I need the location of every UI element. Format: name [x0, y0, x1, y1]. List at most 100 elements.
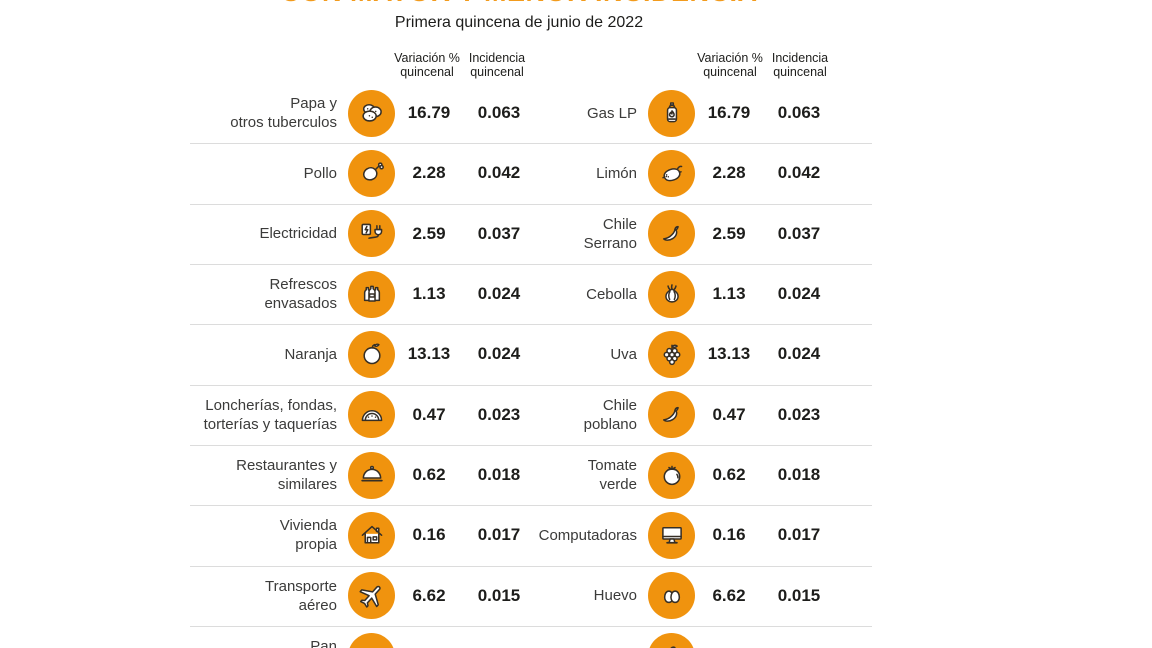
incidencia-header: Incidencia quincenal — [462, 51, 532, 79]
incidencia-value: 0.018 — [777, 465, 821, 485]
row-divider — [190, 505, 872, 507]
table-row: Vivienda propia 0.16 0.017 — [182, 505, 535, 565]
item-label: Uva — [610, 345, 637, 363]
incidencia-header-line2: quincenal — [470, 65, 524, 79]
row-divider — [190, 384, 872, 386]
variacion-header-line1: Variación % — [394, 51, 460, 65]
incidencia-value: 0.023 — [477, 404, 521, 424]
item-label — [482, 626, 637, 637]
electric-plug-icon — [348, 210, 395, 258]
incidencia-value: 0.063 — [477, 103, 521, 123]
incidencia-header: Incidencia quincenal — [765, 51, 835, 79]
variacion-header-line1: Variación % — [697, 51, 763, 65]
variacion-header-line2: quincenal — [400, 65, 454, 79]
table-row: Pollo 2.28 0.042 — [182, 143, 535, 203]
table-row: Chile poblano 0.47 0.023 — [482, 385, 835, 445]
variacion-value: 2.59 — [712, 223, 746, 243]
incidencia-value: 0.023 — [777, 404, 821, 424]
onion-icon — [648, 270, 695, 318]
taco-icon — [348, 391, 395, 439]
incidencia-value: 0.037 — [477, 223, 521, 243]
variacion-value: 1.13 — [412, 284, 446, 304]
table-row: Huevo 6.62 0.015 — [482, 566, 835, 626]
variacion-value: 13.13 — [707, 344, 751, 364]
item-label: Huevo — [593, 587, 637, 605]
table-row — [482, 626, 835, 648]
table-row: Tomate verde 0.62 0.018 — [482, 445, 835, 505]
item-label: Computadoras — [538, 526, 637, 544]
variacion-value: 16.79 — [707, 103, 751, 123]
grapes-icon — [648, 330, 695, 378]
table-row: Electricidad 2.59 0.037 — [182, 204, 535, 264]
incidencia-header-line2: quincenal — [773, 65, 827, 79]
row-divider — [190, 565, 872, 567]
item-label: Naranja — [284, 345, 337, 363]
item-label: Vivienda propia — [279, 517, 337, 554]
eggs-icon — [648, 572, 695, 620]
variacion-value: 2.28 — [412, 163, 446, 183]
orange-fruit-icon — [348, 330, 395, 378]
table-row: Cebolla 1.13 0.024 — [482, 264, 835, 324]
table-row: Gas LP 16.79 0.063 — [482, 83, 835, 143]
variacion-value: 0.16 — [712, 525, 746, 545]
incidencia-value: 0.024 — [477, 284, 521, 304]
row-divider — [190, 444, 872, 446]
variacion-header: Variación % quincenal — [392, 51, 462, 79]
variacion-value: 0.62 — [712, 465, 746, 485]
page-title: CON MAYOR Y MENOR INCIDENCIA — [280, 0, 757, 8]
item-label: Restaurantes y similares — [236, 457, 337, 494]
row-divider — [190, 625, 872, 627]
variacion-value: 0.62 — [412, 465, 446, 485]
item-label: Electricidad — [259, 225, 337, 243]
round-fruit-icon — [648, 632, 695, 648]
chili-pepper-icon — [648, 391, 695, 439]
item-label: Transporte aéreo — [265, 577, 337, 614]
variacion-value: 6.62 — [412, 585, 446, 605]
right-rows: Gas LP 16.79 0.063 Limón 2.28 0.042 Chil… — [482, 83, 835, 648]
incidencia-value: 0.015 — [477, 585, 521, 605]
item-label: Chile Serrano — [583, 215, 637, 252]
table-row: Chile Serrano 2.59 0.037 — [482, 204, 835, 264]
incidencia-value: 0.042 — [477, 163, 521, 183]
item-label: Pollo — [303, 164, 337, 182]
left-rows: Papa y otros tuberculos 16.79 0.063 Poll… — [182, 83, 535, 648]
item-label: Cebolla — [586, 285, 637, 303]
variacion-value: 2.59 — [412, 223, 446, 243]
table-row: Papa y otros tuberculos 16.79 0.063 — [182, 83, 535, 143]
house-icon — [348, 511, 395, 559]
item-label: Refrescos envasados — [264, 276, 337, 313]
incidencia-value: 0.042 — [777, 163, 821, 183]
item-label: Chile poblano — [583, 396, 637, 433]
incidencia-value: 0.024 — [777, 344, 821, 364]
gas-tank-icon — [648, 89, 695, 137]
variacion-header-line2: quincenal — [703, 65, 757, 79]
table-row: Limón 2.28 0.042 — [482, 143, 835, 203]
computer-icon — [648, 511, 695, 559]
incidencia-value: 0.018 — [477, 465, 521, 485]
variacion-value: 2.28 — [712, 163, 746, 183]
table-row: Naranja 13.13 0.024 — [182, 324, 535, 384]
item-label: Pan — [310, 637, 337, 648]
item-label: Tomate verde — [587, 457, 637, 494]
item-label: Limón — [596, 164, 637, 182]
item-label: Loncherías, fondas, torterías y taquería… — [203, 396, 337, 433]
chili-pepper-icon — [648, 210, 695, 258]
table-row: Uva 13.13 0.024 — [482, 324, 835, 384]
item-label: Gas LP — [586, 104, 637, 122]
table-row: Restaurantes y similares 0.62 0.018 — [182, 445, 535, 505]
incidencia-value: 0.063 — [777, 103, 821, 123]
variacion-header: Variación % quincenal — [695, 51, 765, 79]
incidencia-value: 0.017 — [477, 525, 521, 545]
incidencia-value: 0.015 — [777, 585, 821, 605]
column-headers-right: Variación % quincenal Incidencia quincen… — [695, 51, 835, 79]
variacion-value: 0.16 — [412, 525, 446, 545]
tomato-icon — [648, 451, 695, 499]
incidencia-value: 0.024 — [777, 284, 821, 304]
bread-icon — [348, 632, 395, 648]
incidencia-header-line1: Incidencia — [468, 51, 526, 65]
potato-icon — [348, 89, 395, 137]
item-label: Papa y otros tuberculos — [230, 95, 337, 132]
table-row: Loncherías, fondas, torterías y taquería… — [182, 385, 535, 445]
incidencia-header-line1: Incidencia — [771, 51, 829, 65]
